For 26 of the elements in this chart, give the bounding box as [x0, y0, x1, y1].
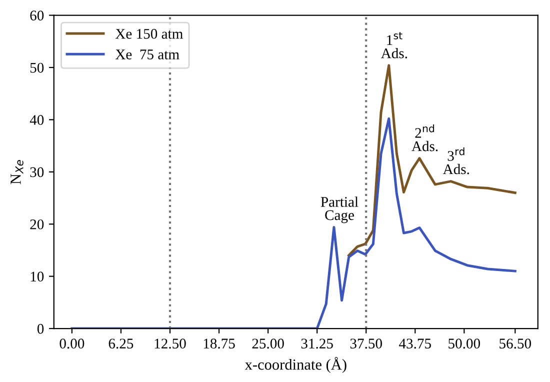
- y-tick-label: 20: [30, 219, 44, 230]
- y-tick-label: 30: [30, 167, 44, 178]
- y-tick-label: 50: [30, 62, 44, 73]
- line-series: [70, 117, 516, 329]
- legend-label: Xe 75 atm: [115, 50, 180, 60]
- y-tick-label: 10: [30, 272, 44, 282]
- y-tick-label: 40: [30, 115, 44, 125]
- x-tick-label: 37.50: [350, 338, 382, 349]
- x-tick-label: 6.25: [108, 338, 134, 349]
- y-tick-label: 60: [30, 10, 44, 20]
- x-tick-label: 18.75: [204, 338, 235, 349]
- x-tick-label: 0.00: [60, 338, 84, 349]
- y-tick-label: 0: [37, 324, 44, 334]
- x-tick-label: 12.50: [154, 338, 186, 349]
- legend-label: Xe 150 atm: [115, 28, 183, 39]
- x-tick-label: 43.75: [399, 338, 431, 349]
- x-tick-label: 31.25: [301, 338, 333, 349]
- annotation: Partial Cage: [320, 196, 358, 224]
- x-tick-label: 56.50: [500, 338, 531, 349]
- y-axis-title: N$_{Xe}$: [10, 160, 24, 184]
- x-tick-label: 25.00: [252, 338, 284, 349]
- x-tick-label: 50.00: [448, 338, 480, 349]
- annotation: 2$^{nd}$ Ads.: [412, 124, 438, 152]
- x-axis-title: x-coordinate (Å): [244, 357, 346, 373]
- annotation: 1$^{st}$ Ads.: [380, 32, 408, 58]
- annotation: 3$^{rd}$ Ads.: [442, 147, 469, 174]
